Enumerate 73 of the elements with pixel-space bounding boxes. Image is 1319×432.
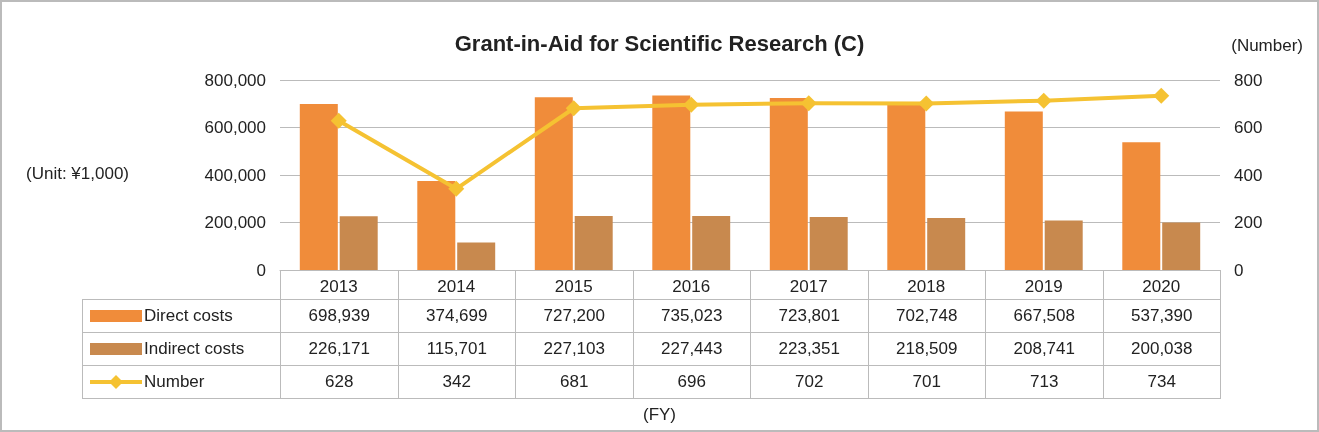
y-tick-label: 400,000	[204, 165, 266, 185]
point	[330, 112, 347, 129]
x-tick-label: 2016	[672, 277, 711, 296]
data-label: 701	[867, 365, 986, 399]
bar	[887, 103, 926, 270]
data-label: 226,171	[280, 332, 399, 366]
data-label: 227,443	[632, 332, 751, 366]
y-tick-label: 800,000	[204, 70, 266, 90]
bar	[652, 95, 691, 270]
legend-label: Direct costs	[144, 306, 233, 326]
bar	[1122, 142, 1161, 270]
bar	[692, 215, 731, 270]
point	[448, 180, 465, 197]
data-label: 115,701	[397, 332, 516, 366]
point	[1153, 87, 1170, 104]
data-label: 734	[1102, 365, 1221, 399]
bar	[457, 242, 496, 270]
data-label: 667,508	[985, 299, 1104, 333]
bar	[299, 104, 338, 270]
data-label: 218,509	[867, 332, 986, 366]
data-label: 223,351	[750, 332, 869, 366]
data-label: 374,699	[397, 299, 516, 333]
y2-axis-title: (Number)	[1231, 36, 1304, 55]
y2-tick-label: 200	[1234, 213, 1263, 232]
x-tick-label: 2013	[319, 277, 358, 296]
legend-label: Number	[144, 372, 205, 392]
data-label: 537,390	[1102, 299, 1221, 333]
y-axis-title: (Unit: ¥1,000)	[26, 164, 129, 183]
text: (FY)	[642, 405, 677, 424]
legend-label: Indirect costs	[144, 339, 245, 359]
y2-tick-label: 400	[1234, 165, 1263, 185]
y2-tick-label: 0	[1234, 260, 1244, 280]
data-label: 723,801	[750, 299, 869, 333]
bar	[769, 98, 808, 270]
bar	[534, 97, 573, 270]
point	[565, 100, 582, 117]
y2-tick-label: 800	[1234, 70, 1263, 90]
bar	[927, 218, 966, 270]
data-label: 200,038	[1102, 332, 1221, 366]
y2-tick-label: 600	[1234, 118, 1263, 137]
x-tick-label: 2019	[1024, 277, 1063, 296]
data-label: 713	[985, 365, 1104, 399]
data-label: 227,103	[515, 332, 634, 366]
data-label: 702	[750, 365, 869, 399]
x-tick-label: 2017	[789, 277, 828, 296]
bar	[1044, 220, 1083, 270]
bar	[1004, 111, 1043, 270]
x-tick-label: 2014	[437, 277, 476, 296]
x-tick-label: 2018	[907, 277, 946, 296]
data-label: 696	[632, 365, 751, 399]
data-label: 628	[280, 365, 399, 399]
data-label: 702,748	[867, 299, 986, 333]
point	[1035, 92, 1052, 109]
point	[800, 95, 817, 112]
data-label: 698,939	[280, 299, 399, 333]
data-label: 208,741	[985, 332, 1104, 366]
bar	[1162, 222, 1201, 270]
chart-title: Grant-in-Aid for Scientific Research (C)	[454, 30, 865, 56]
data-label: 727,200	[515, 299, 634, 333]
data-label: 342	[397, 365, 516, 399]
x-tick-label: 2020	[1142, 277, 1181, 296]
point	[918, 95, 935, 112]
x-tick-label: 2015	[554, 277, 593, 296]
y-tick-label: 0	[256, 260, 266, 280]
bar	[339, 216, 378, 270]
bar	[574, 216, 613, 270]
point	[683, 96, 700, 113]
y-tick-label: 600,000	[204, 118, 266, 137]
bar	[809, 216, 848, 270]
data-label: 735,023	[632, 299, 751, 333]
y-tick-label: 200,000	[204, 213, 266, 232]
data-label: 681	[515, 365, 634, 399]
bar	[417, 181, 456, 270]
